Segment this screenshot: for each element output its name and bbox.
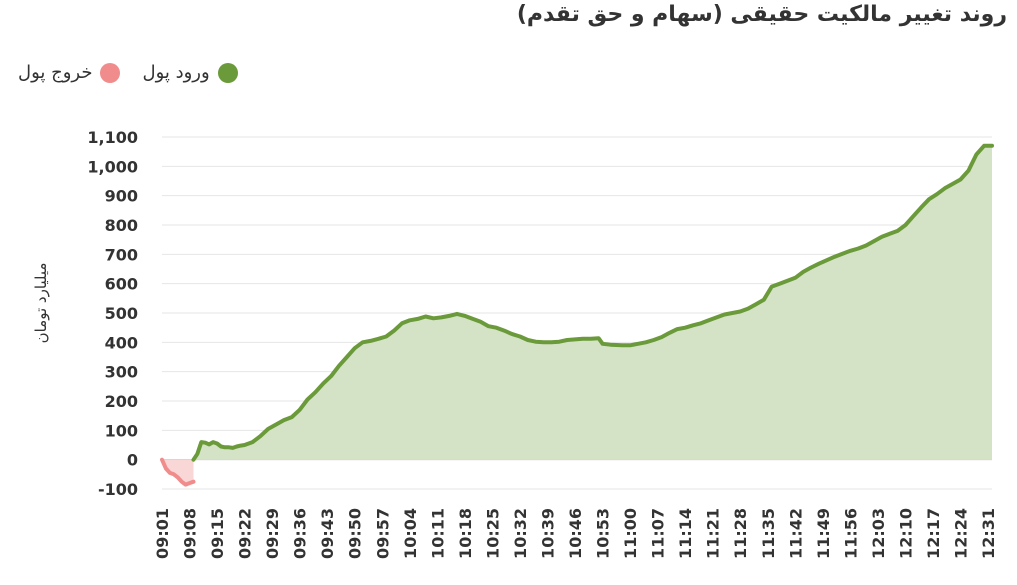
- legend-item-inflow[interactable]: ورود پول: [142, 62, 238, 83]
- legend-inflow-label: ورود پول: [142, 62, 210, 83]
- x-tick-label: 12:10: [896, 508, 915, 559]
- legend-item-outflow[interactable]: خروج پول: [18, 62, 121, 83]
- x-tick-label: 11:28: [731, 508, 750, 559]
- y-tick-label: 0: [127, 451, 138, 470]
- x-tick-label: 11:56: [841, 508, 860, 559]
- x-tick-label: 10:53: [594, 508, 613, 559]
- x-tick-label: 09:22: [236, 508, 255, 559]
- y-tick-label: 1,100: [87, 128, 138, 147]
- x-tick-label: 10:04: [401, 508, 420, 559]
- x-tick-label: 09:29: [263, 508, 282, 559]
- x-tick-label: 09:50: [346, 508, 365, 559]
- series-line[interactable]: [191, 143, 994, 462]
- chart-title: روند تغییر مالکیت حقیقی (سهام و حق تقدم): [516, 2, 1007, 27]
- chart-legend: ورود پول خروج پول: [18, 62, 238, 83]
- y-tick-label: 1,000: [87, 157, 138, 176]
- x-tick-label: 11:49: [814, 508, 833, 559]
- series-areas: [162, 145, 992, 485]
- y-axis-ticks: -100 0 100 200 300 400 500 600 700 800 900 1,000 1,1…: [87, 128, 138, 499]
- legend-outflow-label: خروج پول: [18, 62, 93, 83]
- x-tick-label: 11:14: [676, 508, 695, 559]
- series-line[interactable]: [160, 457, 196, 487]
- legend-outflow-marker: [100, 62, 121, 83]
- y-tick-label: 200: [105, 392, 138, 411]
- x-axis-ticks: 09:01 09:08 09:15 09:22 09:29 09:36 09:43 09:50…: [153, 508, 998, 559]
- x-tick-label: 12:03: [869, 508, 888, 559]
- series-area: [193, 145, 992, 460]
- y-tick-label: 100: [105, 421, 138, 440]
- y-tick-label: 500: [105, 304, 138, 323]
- x-tick-label: 10:11: [428, 508, 447, 559]
- x-tick-label: 09:43: [318, 508, 337, 559]
- y-tick-label: -100: [98, 480, 138, 499]
- series-lines: [160, 143, 994, 487]
- x-tick-label: 10:46: [566, 508, 585, 559]
- x-tick-label: 10:32: [511, 508, 530, 559]
- y-tick-label: 800: [105, 216, 138, 235]
- x-tick-label: 09:36: [291, 508, 310, 559]
- series-area: [162, 459, 194, 485]
- y-axis-label: میلیارد تومان: [32, 263, 50, 344]
- y-tick-label: 600: [105, 275, 138, 294]
- x-tick-label: 12:17: [924, 508, 943, 559]
- x-tick-label: 09:01: [153, 508, 172, 559]
- y-tick-label: 400: [105, 333, 138, 352]
- legend-inflow-marker: [217, 62, 238, 83]
- x-tick-label: 09:57: [373, 508, 392, 559]
- x-tick-label: 11:07: [649, 508, 668, 559]
- x-tick-label: 10:39: [538, 508, 557, 559]
- x-tick-label: 12:31: [979, 508, 998, 559]
- x-tick-label: 10:18: [456, 508, 475, 559]
- x-tick-label: 11:35: [759, 508, 778, 559]
- x-tick-label: 11:00: [621, 508, 640, 559]
- y-tick-label: 900: [105, 187, 138, 206]
- x-tick-label: 10:25: [483, 508, 502, 559]
- y-tick-label: 300: [105, 363, 138, 382]
- y-tick-label: 700: [105, 245, 138, 264]
- x-tick-label: 12:24: [952, 508, 971, 559]
- x-tick-label: 09:15: [208, 508, 227, 559]
- x-tick-label: 11:21: [704, 508, 723, 559]
- x-tick-label: 11:42: [786, 508, 805, 559]
- x-tick-label: 09:08: [181, 508, 200, 559]
